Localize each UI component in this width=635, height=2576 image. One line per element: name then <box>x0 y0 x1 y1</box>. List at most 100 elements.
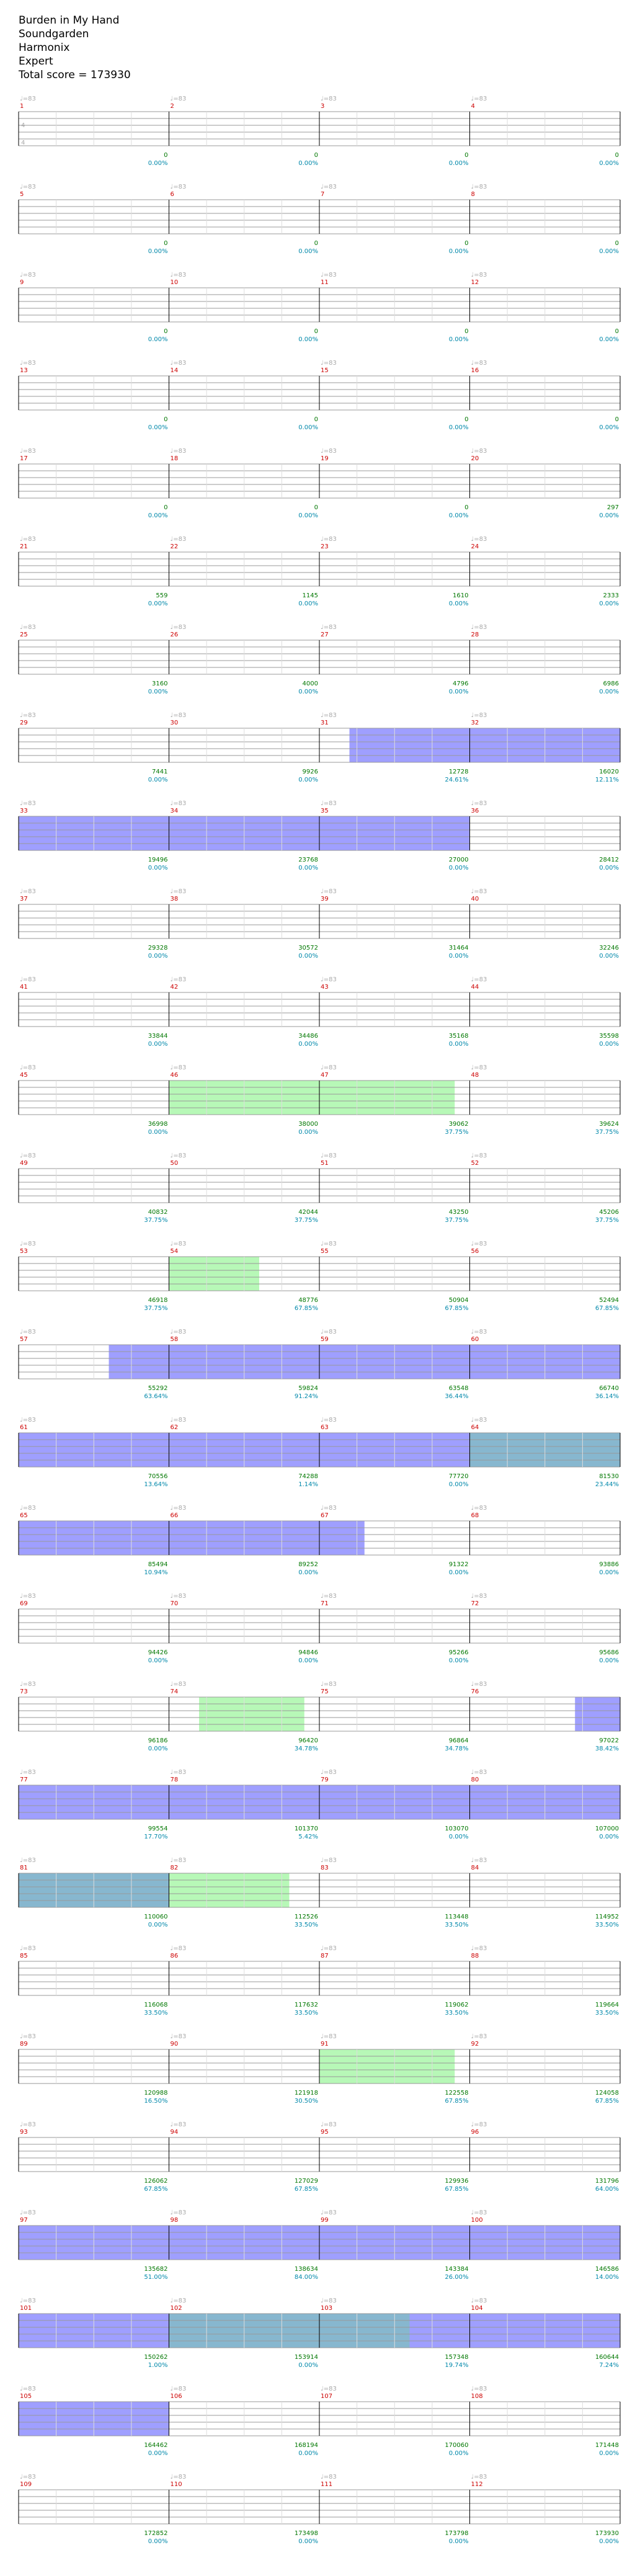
measure-score: 0 <box>314 152 318 159</box>
measure-percent: 0.00% <box>449 953 469 960</box>
tempo-mark: ♩=83 <box>171 2386 187 2392</box>
tempo-mark: ♩=83 <box>321 1769 337 1776</box>
measure-percent: 0.00% <box>148 160 168 167</box>
measure-number: 35 <box>321 808 329 814</box>
measure-percent: 51.00% <box>144 2274 167 2281</box>
measure-percent: 16.50% <box>144 2098 167 2105</box>
measure-score: 146586 <box>595 2266 619 2273</box>
measure-score: 42044 <box>298 1209 318 1216</box>
measure-percent: 0.00% <box>599 160 619 167</box>
measure-number: 25 <box>20 631 28 638</box>
measure-score: 117632 <box>295 2002 318 2008</box>
measure-percent: 0.00% <box>148 248 168 255</box>
section-highlight <box>349 728 620 762</box>
tempo-mark: ♩=83 <box>20 2121 36 2128</box>
measure-number: 62 <box>171 1424 179 1431</box>
tempo-mark: ♩=83 <box>471 1329 487 1335</box>
measure-score: 89252 <box>298 1561 318 1568</box>
measure-percent: 0.00% <box>449 248 469 255</box>
measure-number: 44 <box>471 984 479 991</box>
measure-percent: 33.50% <box>144 2010 167 2017</box>
measure-number: 71 <box>321 1600 329 1607</box>
measure-percent: 0.00% <box>148 1041 168 1048</box>
measure-score: 95266 <box>449 1649 469 1656</box>
measure-percent: 0.00% <box>148 336 168 343</box>
measure-score: 170060 <box>445 2442 468 2449</box>
tempo-mark: ♩=83 <box>471 1945 487 1952</box>
tempo-mark: ♩=83 <box>471 2209 487 2216</box>
measure-score: 45206 <box>599 1209 619 1216</box>
measure-percent: 0.00% <box>148 600 168 607</box>
measure-score: 50904 <box>449 1297 469 1304</box>
measure-score: 28412 <box>599 857 619 863</box>
tempo-mark: ♩=83 <box>321 1064 337 1071</box>
measure-percent: 0.00% <box>449 336 469 343</box>
measure-number: 2 <box>171 103 174 110</box>
tempo-mark: ♩=83 <box>471 800 487 807</box>
measure-number: 86 <box>171 1953 179 1959</box>
measure-percent: 67.85% <box>445 1305 468 1312</box>
measure-score: 94426 <box>148 1649 168 1656</box>
measure-score: 0 <box>164 240 167 247</box>
tempo-mark: ♩=83 <box>20 2474 36 2480</box>
tempo-mark: ♩=83 <box>171 1417 187 1424</box>
tempo-mark: ♩=83 <box>171 1152 187 1159</box>
measure-number: 112 <box>471 2481 483 2488</box>
measure-score: 0 <box>464 152 468 159</box>
tempo-mark: ♩=83 <box>471 624 487 631</box>
tempo-mark: ♩=83 <box>171 184 187 190</box>
measure-number: 88 <box>471 1953 479 1959</box>
tempo-mark: ♩=83 <box>171 1769 187 1776</box>
measure-number: 8 <box>471 191 475 198</box>
tempo-mark: ♩=83 <box>471 1769 487 1776</box>
section-highlight <box>169 2314 410 2348</box>
section-highlight <box>199 1697 304 1731</box>
measure-score: 0 <box>314 416 318 423</box>
tempo-mark: ♩=83 <box>471 888 487 895</box>
measure-number: 42 <box>171 984 179 991</box>
measure-score: 96186 <box>148 1737 168 1744</box>
measure-score: 93886 <box>599 1561 619 1568</box>
measure-score: 36998 <box>148 1121 168 1128</box>
measure-number: 89 <box>20 2041 28 2048</box>
measure-number: 55 <box>321 1248 329 1255</box>
measure-percent: 0.00% <box>148 1922 168 1928</box>
measure-number: 109 <box>20 2481 32 2488</box>
measure-percent: 17.70% <box>144 1834 167 1840</box>
measure-score: 101370 <box>295 1825 318 1832</box>
tempo-mark: ♩=83 <box>171 96 187 102</box>
measure-score: 2333 <box>603 592 619 599</box>
measure-number: 31 <box>321 720 329 726</box>
tempo-mark: ♩=83 <box>321 96 337 102</box>
measure-percent: 24.61% <box>445 777 468 783</box>
measure-percent: 0.00% <box>148 2538 168 2545</box>
measure-number: 101 <box>20 2305 32 2312</box>
measure-score: 112526 <box>295 1914 318 1920</box>
tempo-mark: ♩=83 <box>321 1681 337 1688</box>
measure-score: 131796 <box>595 2178 619 2185</box>
tempo-mark: ♩=83 <box>321 712 337 719</box>
section-highlight <box>169 1081 455 1115</box>
measure-number: 19 <box>321 455 329 462</box>
measure-number: 45 <box>20 1072 28 1079</box>
measure-number: 90 <box>171 2041 179 2048</box>
measure-score: 96420 <box>298 1737 318 1744</box>
measure-percent: 0.00% <box>599 865 619 871</box>
measure-score: 32246 <box>599 945 619 952</box>
measure-percent: 19.74% <box>445 2362 468 2369</box>
measure-number: 91 <box>321 2041 329 2048</box>
measure-score: 153914 <box>295 2354 318 2361</box>
measure-percent: 0.00% <box>298 248 318 255</box>
measure-number: 3 <box>321 103 324 110</box>
tempo-mark: ♩=83 <box>20 888 36 895</box>
measure-score: 33844 <box>148 1033 168 1040</box>
measure-percent: 0.00% <box>298 160 318 167</box>
measure-number: 4 <box>471 103 475 110</box>
measure-number: 24 <box>471 543 479 550</box>
tempo-mark: ♩=83 <box>171 360 187 367</box>
tempo-mark: ♩=83 <box>171 536 187 543</box>
tempo-mark: ♩=83 <box>471 1064 487 1071</box>
measure-number: 63 <box>321 1424 329 1431</box>
measure-number: 15 <box>321 367 329 374</box>
measure-number: 72 <box>471 1600 479 1607</box>
